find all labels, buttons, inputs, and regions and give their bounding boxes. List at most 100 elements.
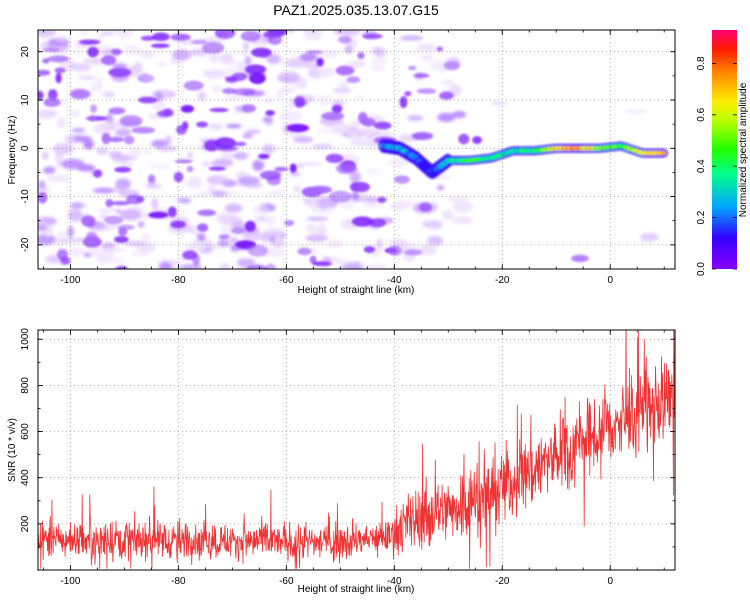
- noise-blob: [259, 49, 269, 59]
- spectrogram-y-tick-label: 20: [20, 46, 31, 58]
- colorbar-gradient: [712, 30, 737, 269]
- noise-blob: [571, 254, 589, 263]
- spectrogram-y-tick-label: 0: [20, 145, 31, 151]
- noise-blob: [215, 30, 236, 39]
- noise-blob: [108, 107, 126, 115]
- noise-blob: [47, 55, 69, 63]
- noise-blob: [100, 91, 111, 97]
- snr-panel: -100 -80 -60 -40 -20 0 200 400 600 800 1000 Height…: [7, 328, 676, 595]
- noise-blob: [165, 215, 189, 221]
- noise-blob: [90, 104, 97, 113]
- spectrogram-x-tick-label: -60: [279, 275, 294, 286]
- noise-blob: [68, 247, 86, 257]
- noise-blob: [242, 133, 253, 139]
- noise-blob: [407, 115, 424, 121]
- noise-blob: [159, 262, 172, 269]
- noise-blob: [41, 151, 49, 160]
- snr-x-tick-label: 0: [607, 576, 613, 587]
- colorbar-tick-label: 0.6: [696, 107, 707, 121]
- noise-blob: [418, 202, 432, 212]
- noise-blob: [387, 239, 407, 244]
- noise-blob: [247, 244, 268, 257]
- noise-blob: [38, 180, 46, 190]
- noise-blob: [76, 164, 96, 172]
- noise-blob: [201, 162, 213, 167]
- noise-blob: [69, 110, 81, 118]
- noise-blob: [286, 123, 310, 133]
- noise-blob: [443, 61, 460, 71]
- noise-blob: [266, 215, 277, 227]
- noise-blob: [325, 153, 344, 163]
- noise-blob: [241, 232, 266, 241]
- noise-blob: [220, 225, 233, 237]
- noise-blob: [129, 251, 149, 257]
- noise-blob: [222, 88, 236, 94]
- noise-blob: [119, 209, 142, 221]
- noise-blob: [68, 63, 92, 71]
- noise-blob: [145, 183, 162, 189]
- noise-blob: [266, 190, 286, 197]
- noise-blob: [404, 91, 412, 97]
- noise-blob: [368, 218, 387, 228]
- noise-blob: [170, 33, 191, 41]
- noise-blob: [273, 235, 282, 243]
- noise-blob: [78, 75, 97, 80]
- noise-blob: [451, 216, 473, 225]
- noise-blob: [138, 221, 145, 228]
- figure-title: PAZ1.2025.035.13.07.G15: [273, 2, 439, 18]
- noise-blob: [201, 42, 225, 54]
- noise-blob: [189, 176, 201, 188]
- spectrogram-x-axis-title: Height of straight line (km): [298, 285, 415, 296]
- noise-blob: [89, 82, 103, 92]
- noise-blob: [211, 86, 222, 92]
- noise-blob: [297, 247, 312, 256]
- noise-blob: [180, 105, 195, 113]
- noise-blob: [152, 32, 170, 41]
- noise-blob: [312, 143, 334, 150]
- noise-blob: [38, 69, 51, 76]
- noise-blob: [69, 89, 91, 100]
- noise-blob: [244, 220, 256, 232]
- noise-blob: [157, 62, 167, 67]
- noise-blob: [299, 52, 318, 62]
- noise-blob: [351, 191, 360, 201]
- noise-blob: [141, 232, 151, 243]
- noise-blob: [172, 49, 192, 61]
- noise-blob: [105, 199, 114, 208]
- noise-blob: [262, 116, 273, 123]
- colorbar-tick-label: 0.2: [696, 210, 707, 224]
- noise-blob: [316, 94, 332, 107]
- snr-y-tick-label: 600: [20, 423, 31, 440]
- noise-blob: [137, 73, 155, 83]
- spectrogram-y-tick-label: -10: [20, 189, 31, 204]
- noise-blob: [252, 159, 264, 172]
- snr-y-tick-label: 1000: [20, 328, 31, 351]
- noise-blob: [208, 166, 226, 171]
- noise-blob: [117, 224, 135, 230]
- noise-blob: [442, 209, 454, 220]
- noise-blob: [123, 135, 135, 145]
- noise-blob: [294, 96, 306, 108]
- noise-blob: [287, 30, 295, 33]
- noise-blob: [306, 50, 323, 55]
- noise-blob: [173, 171, 184, 183]
- snr-x-tick-label: -80: [171, 576, 186, 587]
- noise-blob: [210, 243, 219, 251]
- snr-x-tick-label: -100: [60, 576, 80, 587]
- noise-blob: [131, 126, 156, 134]
- noise-blob: [274, 167, 289, 172]
- noise-blob: [217, 238, 230, 248]
- noise-blob: [96, 76, 103, 85]
- noise-blob: [364, 265, 388, 269]
- noise-blob: [38, 30, 56, 38]
- spectrogram-signal-trace: [378, 138, 669, 179]
- noise-blob: [294, 77, 308, 89]
- snr-series-line: [38, 330, 675, 569]
- noise-blob: [52, 143, 74, 155]
- noise-blob: [104, 215, 124, 225]
- noise-blob: [83, 252, 92, 258]
- snr-y-axis-title: SNR (10 * v/v): [7, 418, 18, 482]
- noise-blob: [393, 199, 416, 208]
- noise-blob: [114, 236, 129, 243]
- noise-blob: [377, 196, 387, 203]
